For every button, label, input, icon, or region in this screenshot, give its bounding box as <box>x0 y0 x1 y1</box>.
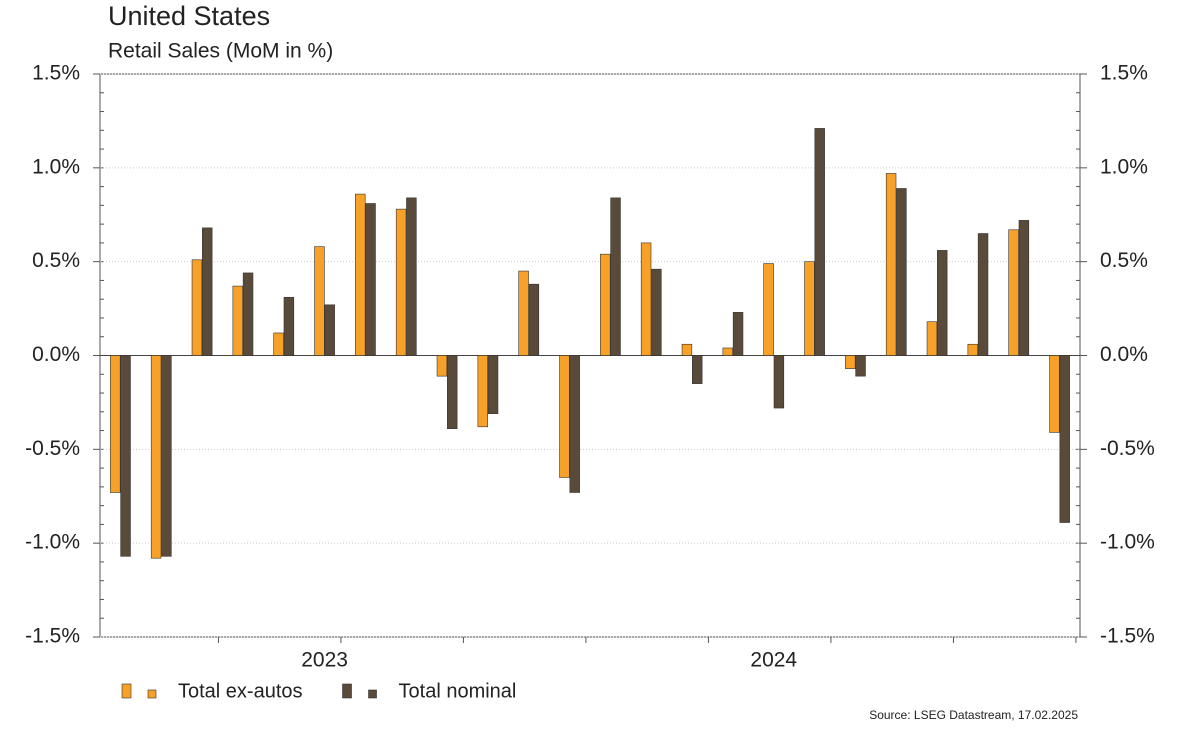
bar <box>232 285 243 356</box>
bar <box>937 250 948 356</box>
x-tick-label: 2023 <box>301 649 348 672</box>
bar <box>885 173 897 356</box>
bar <box>161 355 172 557</box>
bar <box>855 355 866 377</box>
y-tick-label: -0.5% <box>25 437 80 460</box>
bar <box>110 355 121 493</box>
y2-tick-label: 0.5% <box>1100 249 1148 272</box>
bar <box>763 263 774 356</box>
bar <box>814 128 825 356</box>
y-tick-label: -1.0% <box>25 531 80 554</box>
bar <box>845 355 856 369</box>
bar <box>600 253 611 356</box>
bar <box>395 208 407 356</box>
bar <box>1018 220 1030 356</box>
legend-swatch <box>147 689 157 699</box>
bar <box>651 268 662 356</box>
bar <box>977 233 989 356</box>
bar <box>447 355 458 429</box>
y2-tick-label: 0.0% <box>1100 343 1148 366</box>
bar <box>191 259 203 356</box>
legend-swatch <box>368 689 377 699</box>
bar <box>436 355 448 377</box>
bar <box>569 355 580 493</box>
bar <box>692 355 703 384</box>
y2-tick-label: -0.5% <box>1100 437 1155 460</box>
bar <box>202 227 213 356</box>
bar <box>926 321 938 356</box>
bar <box>487 355 499 414</box>
bar <box>610 197 621 356</box>
bar <box>640 242 652 356</box>
bar <box>355 193 366 356</box>
legend-label: Total ex-autos <box>178 680 303 702</box>
y2-tick-label: -1.0% <box>1100 531 1155 554</box>
legend-swatch <box>342 683 352 699</box>
bar <box>1008 229 1019 356</box>
bar <box>804 261 815 356</box>
bar <box>477 355 488 428</box>
y-tick-label: 0.5% <box>32 249 80 272</box>
bar <box>273 332 284 356</box>
bar <box>518 270 529 356</box>
bar <box>681 343 693 356</box>
bar <box>406 197 417 356</box>
bar <box>365 203 376 356</box>
bar <box>732 312 744 356</box>
chart-title: United States <box>108 1 270 31</box>
y2-tick-label: 1.5% <box>1100 62 1148 85</box>
x-tick-label: 2024 <box>750 649 797 672</box>
legend-swatch <box>121 683 132 699</box>
bar <box>559 355 570 478</box>
bar <box>150 355 162 559</box>
bar <box>722 347 733 356</box>
bar <box>242 272 254 356</box>
y2-tick-label: 1.0% <box>1100 155 1148 178</box>
bar <box>773 355 785 409</box>
bar <box>314 246 325 356</box>
y-tick-label: -1.5% <box>25 625 80 648</box>
bar <box>1059 355 1070 523</box>
y-tick-label: 1.0% <box>32 155 80 178</box>
bar <box>528 283 540 356</box>
bar <box>283 297 295 356</box>
bar <box>967 343 978 356</box>
chart-subtitle: Retail Sales (MoM in %) <box>108 40 333 63</box>
bar <box>324 304 335 356</box>
bar <box>1049 355 1060 433</box>
y-tick-label: 0.0% <box>32 343 80 366</box>
y-tick-label: 1.5% <box>32 62 80 85</box>
source-note: Source: LSEG Datastream, 17.02.2025 <box>869 708 1078 722</box>
bar <box>896 188 907 356</box>
legend-label: Total nominal <box>399 680 517 702</box>
y2-tick-label: -1.5% <box>1100 625 1155 648</box>
bar <box>120 355 131 557</box>
